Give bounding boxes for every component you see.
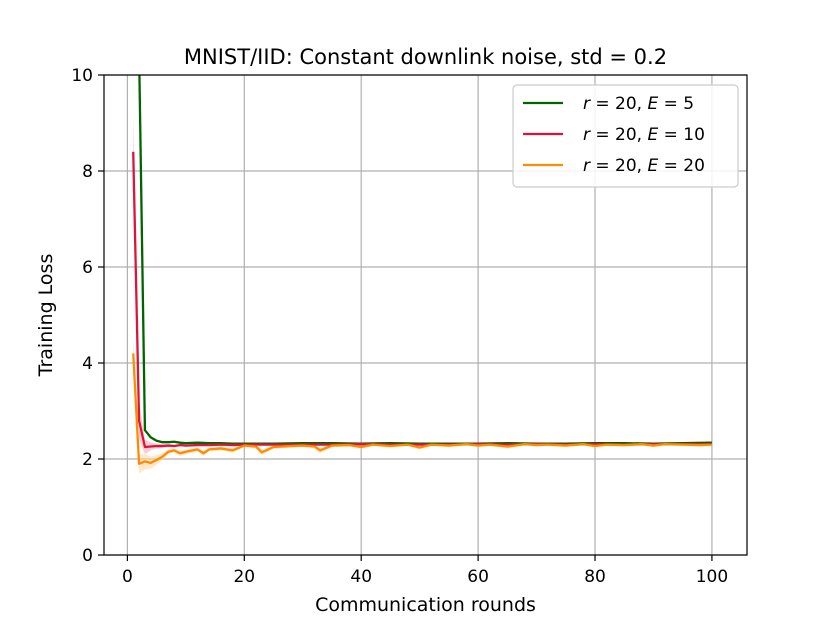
x-tick-label: 60 xyxy=(467,567,489,587)
series-2-line xyxy=(132,353,712,465)
x-tick-label: 20 xyxy=(233,567,255,587)
x-tick-label: 0 xyxy=(122,567,133,587)
y-tick-label: 8 xyxy=(82,162,93,182)
plot-frame xyxy=(103,74,748,556)
legend-text-part: E xyxy=(648,94,659,114)
series-lines xyxy=(132,75,712,465)
legend-text-part: = 10 xyxy=(658,125,705,145)
legend-label-2: r = 20, E = 20 xyxy=(583,156,705,176)
legend-text-part: = 20 xyxy=(658,156,705,176)
y-tick-label: 2 xyxy=(82,450,93,470)
legend-text-part: = 20, xyxy=(590,94,648,114)
y-axis-ticks: 0 2 4 6 8 10 xyxy=(71,66,104,566)
series-1-line xyxy=(132,151,712,449)
x-axis-label: Communication rounds xyxy=(315,594,536,616)
legend-text-part: r xyxy=(583,125,591,145)
legend-box xyxy=(512,84,739,188)
legend-text-part: = 20, xyxy=(590,125,648,145)
legend-text-part: E xyxy=(648,125,659,145)
x-axis-ticks: 0 20 40 60 80 100 xyxy=(122,555,728,587)
legend-label-0: r = 20, E = 5 xyxy=(583,94,694,114)
legend-text-part: = 5 xyxy=(658,94,694,114)
x-tick-label: 40 xyxy=(350,567,372,587)
y-tick-label: 10 xyxy=(71,66,93,86)
legend-text-part: E xyxy=(648,156,659,176)
x-tick-label: 80 xyxy=(584,567,606,587)
legend-text-part: r xyxy=(583,156,591,176)
legend: r = 20, E = 5r = 20, E = 10r = 20, E = 2… xyxy=(512,84,739,188)
legend-text-part: = 20, xyxy=(590,156,648,176)
y-tick-label: 4 xyxy=(82,354,93,374)
y-tick-label: 6 xyxy=(82,258,93,278)
y-tick-label: 0 xyxy=(82,546,93,566)
x-tick-label: 100 xyxy=(696,567,728,587)
legend-label-1: r = 20, E = 10 xyxy=(583,125,705,145)
y-axis-label: Training Loss xyxy=(35,254,57,378)
legend-text-part: r xyxy=(583,94,591,114)
series-2-band xyxy=(133,334,712,474)
chart-title: MNIST/IID: Constant downlink noise, std … xyxy=(184,45,667,69)
